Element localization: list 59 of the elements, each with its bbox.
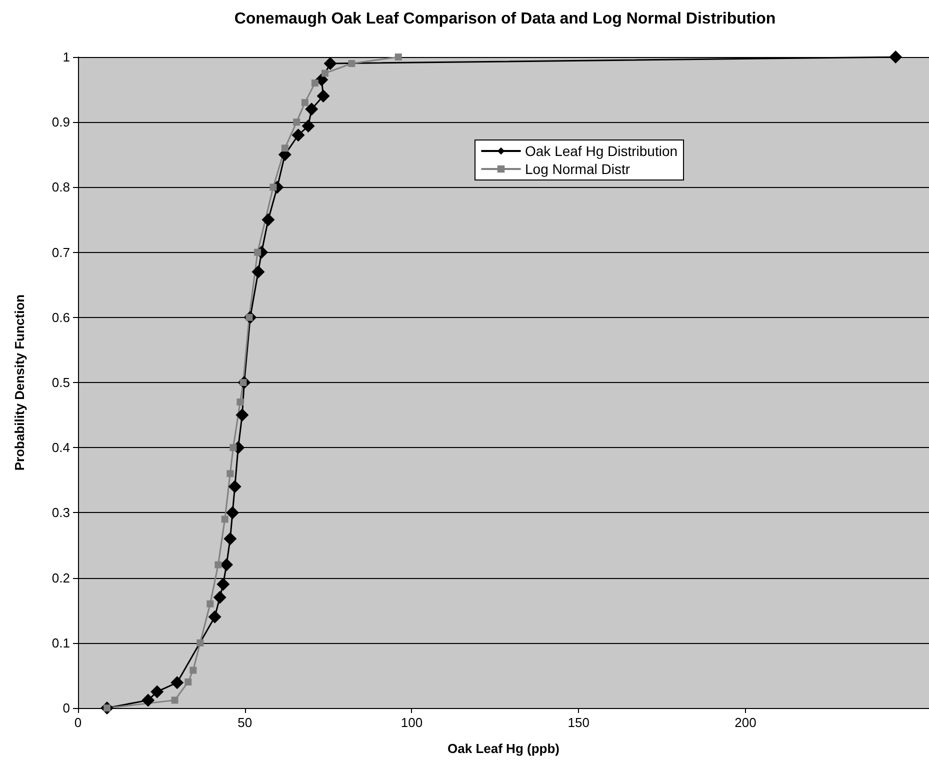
y-tick-label: 0.9 bbox=[52, 114, 70, 130]
x-tick-label: 50 bbox=[238, 715, 252, 730]
point bbox=[262, 213, 275, 226]
point bbox=[348, 60, 356, 68]
point bbox=[394, 54, 402, 60]
legend-label: Oak Leaf Hg Distribution bbox=[525, 143, 678, 159]
y-tick-label: 1 bbox=[62, 50, 70, 64]
point bbox=[316, 90, 330, 103]
point bbox=[230, 444, 237, 452]
x-tick-label: 200 bbox=[734, 715, 756, 730]
legend-label: Log Normal Distr bbox=[525, 161, 630, 177]
y-tick-label: 0.8 bbox=[52, 180, 70, 195]
point bbox=[301, 99, 308, 106]
x-tick-label: 100 bbox=[400, 715, 423, 730]
point bbox=[228, 480, 242, 494]
point bbox=[305, 102, 318, 116]
point bbox=[196, 639, 204, 646]
point bbox=[224, 532, 237, 546]
point bbox=[213, 590, 226, 604]
y-tick-label: 0.1 bbox=[52, 635, 70, 650]
chart-title: Conemaugh Oak Leaf Comparison of Data and Log Normal Distribution bbox=[234, 10, 776, 28]
point bbox=[324, 57, 337, 70]
point bbox=[281, 144, 288, 152]
point bbox=[206, 600, 214, 608]
x-axis-title: Oak Leaf Hg (ppb) bbox=[448, 741, 560, 756]
point bbox=[236, 398, 244, 406]
point bbox=[236, 408, 249, 422]
point bbox=[214, 561, 222, 568]
point bbox=[184, 678, 192, 686]
y-tick-label: 0.3 bbox=[52, 505, 70, 520]
y-tick-label: 0.2 bbox=[52, 570, 70, 586]
y-tick-label: 0.7 bbox=[52, 244, 70, 260]
point bbox=[221, 516, 228, 523]
point bbox=[150, 685, 164, 698]
x-tick-label: 0 bbox=[74, 715, 82, 730]
y-axis-title: Probability Density Function bbox=[12, 294, 27, 471]
point bbox=[142, 694, 155, 707]
y-tick-label: 0 bbox=[62, 700, 70, 716]
point bbox=[889, 50, 902, 64]
point bbox=[292, 128, 305, 142]
x-tick-label: 150 bbox=[568, 715, 590, 730]
point bbox=[216, 578, 230, 591]
point bbox=[254, 248, 262, 256]
y-tick-label: 0.4 bbox=[52, 440, 70, 456]
point bbox=[293, 118, 300, 126]
point bbox=[311, 80, 318, 87]
point bbox=[190, 666, 197, 674]
point bbox=[226, 506, 240, 520]
y-tick-label: 0.6 bbox=[52, 310, 70, 325]
point bbox=[321, 70, 328, 77]
point bbox=[252, 265, 265, 278]
y-tick-label: 0.5 bbox=[52, 375, 70, 390]
point bbox=[220, 558, 234, 572]
point bbox=[208, 610, 222, 624]
point bbox=[171, 696, 178, 704]
point bbox=[302, 120, 315, 133]
point bbox=[270, 184, 277, 191]
point bbox=[170, 676, 184, 690]
point bbox=[226, 470, 234, 478]
